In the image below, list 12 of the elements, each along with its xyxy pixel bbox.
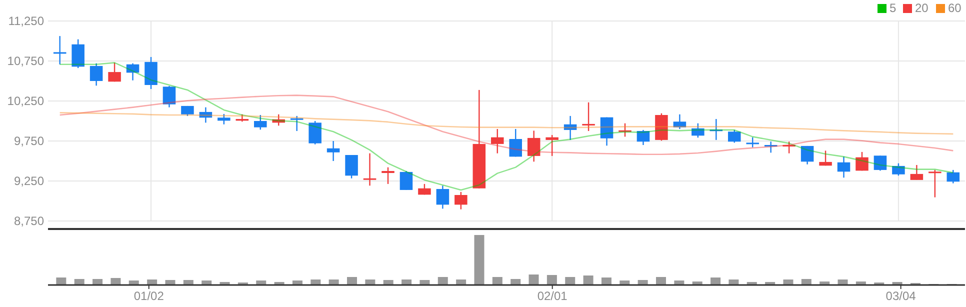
x-tick-label: 01/02 [134,289,164,303]
y-tick-label: 9,250 [14,174,44,188]
y-tick-label: 10,750 [7,54,44,68]
y-tick-label: 8,750 [14,214,44,228]
legend-label: 60 [948,1,962,15]
legend-label: 5 [890,1,896,15]
y-tick-label: 9,750 [14,134,44,148]
x-tick-label: 02/01 [537,289,568,303]
y-tick-label: 10,250 [7,94,44,108]
x-tick-label: 03/04 [886,289,916,303]
legend-label: 20 [915,1,929,15]
y-tick-label: 11,250 [8,14,44,28]
